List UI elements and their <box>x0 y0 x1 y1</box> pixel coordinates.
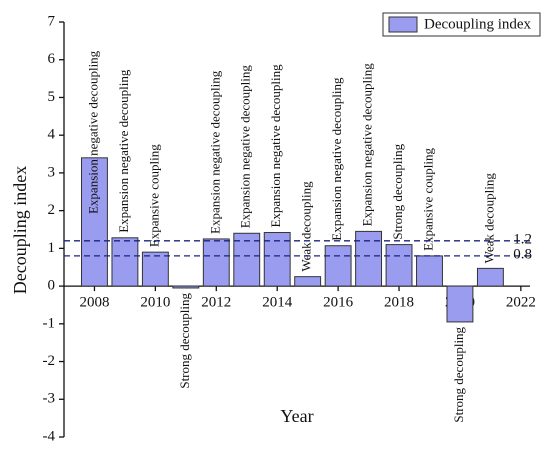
bar-annotation: Expansion negative decoupling <box>238 65 253 229</box>
x-tick-label: 2016 <box>323 295 354 311</box>
bar <box>416 255 443 287</box>
bar <box>324 245 352 287</box>
bar-annotation: Strong decoupling <box>390 143 405 239</box>
legend-swatch <box>388 16 418 33</box>
x-tick-label: 2014 <box>262 295 293 311</box>
bar <box>233 232 261 287</box>
reference-label: 0.8 <box>513 246 532 262</box>
bar <box>202 238 230 287</box>
bar <box>81 157 108 287</box>
y-tick-label: -2 <box>43 353 56 369</box>
y-tick-label: 5 <box>48 89 56 105</box>
bar <box>476 267 504 287</box>
bar-annotation: Expansion negative decoupling <box>207 70 222 234</box>
y-tick-label: 7 <box>48 13 56 29</box>
bar-annotation: Weak decoupling <box>481 173 496 264</box>
bar-annotation: Expansion negative decoupling <box>268 64 283 228</box>
y-axis-title: Decoupling index <box>10 166 30 294</box>
x-tick-label: 2008 <box>79 295 109 311</box>
legend-label: Decoupling index <box>424 16 532 32</box>
y-tick-label: 0 <box>48 278 56 294</box>
y-tick-label: 3 <box>48 164 56 180</box>
x-tick-label: 2012 <box>201 295 231 311</box>
bar-annotation: Expansion negative decoupling <box>329 77 344 241</box>
y-tick-label: -3 <box>43 391 56 407</box>
y-tick-label: -1 <box>43 315 56 331</box>
y-tick-label: 6 <box>48 51 56 67</box>
reference-label: 1.2 <box>513 231 532 247</box>
bar <box>294 276 322 287</box>
bar-annotation: Expansion negative decoupling <box>360 63 375 227</box>
bar-annotation: Expansion negative decoupling <box>116 69 131 233</box>
bar-annotation: Strong decoupling <box>451 326 466 422</box>
x-tick-label: 2010 <box>140 295 170 311</box>
bar <box>141 251 169 287</box>
bar-annotation: Expansive coupling <box>420 148 435 251</box>
bar-annotation: Strong decoupling <box>177 292 192 388</box>
x-axis-title: Year <box>280 406 313 426</box>
y-tick-label: 4 <box>48 127 56 143</box>
legend-box <box>382 12 541 37</box>
bar <box>385 244 413 287</box>
y-tick-label: 1 <box>48 240 56 256</box>
y-tick-label: -4 <box>43 428 56 444</box>
bar-annotation: Expansive coupling <box>146 144 161 247</box>
bar-annotation: Expansion negative decoupling <box>85 50 100 214</box>
bar <box>111 237 139 287</box>
bar <box>446 285 474 323</box>
x-tick-label: 2018 <box>384 295 414 311</box>
bar-annotation: Weak decoupling <box>299 181 314 272</box>
bar <box>355 230 383 287</box>
x-tick-label: 2022 <box>506 295 536 311</box>
bar <box>172 285 200 289</box>
y-tick-label: 2 <box>48 202 56 218</box>
